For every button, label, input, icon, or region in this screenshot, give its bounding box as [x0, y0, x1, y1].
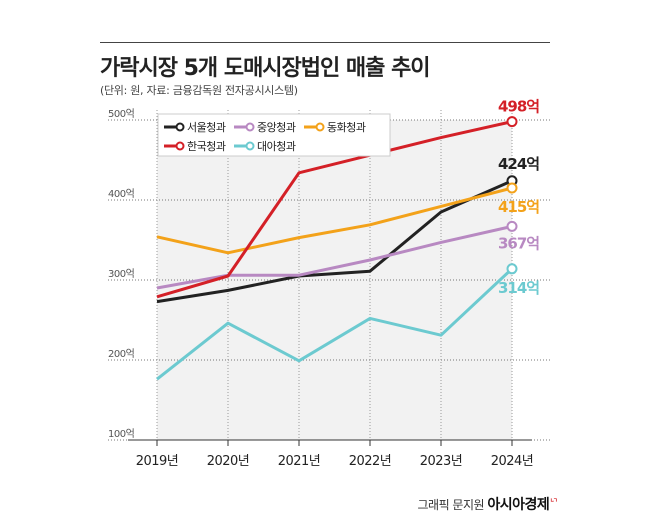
- legend-label: 중앙청과: [257, 121, 296, 134]
- legend-label: 대아청과: [257, 140, 296, 153]
- title-rule: [100, 42, 550, 43]
- x-tick-label: 2023년: [420, 454, 463, 469]
- chart-subtitle: (단위: 원, 자료: 금융감독원 전자공시시스템): [100, 84, 298, 97]
- series-line-한국청과: [156, 120, 513, 299]
- end-marker: [506, 263, 518, 275]
- legend-marker: [175, 122, 185, 132]
- y-tick-label: 100억: [108, 428, 134, 440]
- legend-box: [157, 113, 391, 157]
- end-value-label: 415억: [498, 198, 539, 216]
- y-tick-label: 300억: [108, 268, 134, 280]
- y-tick-label: 400억: [108, 188, 134, 200]
- end-value-label: 367억: [498, 234, 539, 252]
- end-value-label: 424억: [498, 155, 539, 173]
- end-marker: [506, 116, 518, 128]
- legend-marker: [245, 141, 255, 151]
- legend-marker: [245, 122, 255, 132]
- credit-brand: 아시아경제: [487, 497, 550, 513]
- y-tick-label: 500억: [108, 108, 134, 120]
- legend-label: 한국청과: [187, 140, 226, 153]
- end-marker: [506, 220, 518, 232]
- chart-title: 가락시장 5개 도매시장법인 매출 추이: [100, 56, 431, 81]
- legend-marker: [175, 141, 185, 151]
- x-tick-label: 2019년: [136, 454, 179, 469]
- series-line-서울청과: [156, 179, 513, 304]
- x-tick-label: 2021년: [278, 454, 321, 469]
- x-tick-label: 2020년: [207, 454, 250, 469]
- legend-label: 동화청과: [327, 121, 366, 134]
- credit: 그래픽 문지원 아시아경제ᄓ: [418, 494, 559, 514]
- series-line-중앙청과: [156, 224, 513, 290]
- brand-mark-icon: ᄓ: [549, 498, 558, 509]
- series-line-동화청과: [156, 186, 513, 255]
- series-line-대아청과: [156, 267, 514, 381]
- end-value-label: 314억: [498, 279, 539, 297]
- end-marker: [506, 182, 518, 194]
- credit-prefix: 그래픽 문지원: [417, 498, 485, 512]
- x-tick-label: 2022년: [349, 454, 392, 469]
- y-tick-label: 200억: [108, 348, 134, 360]
- x-tick-label: 2024년: [491, 454, 534, 469]
- end-value-label: 498억: [498, 98, 539, 116]
- legend-marker: [315, 122, 325, 132]
- legend-label: 서울청과: [187, 121, 226, 134]
